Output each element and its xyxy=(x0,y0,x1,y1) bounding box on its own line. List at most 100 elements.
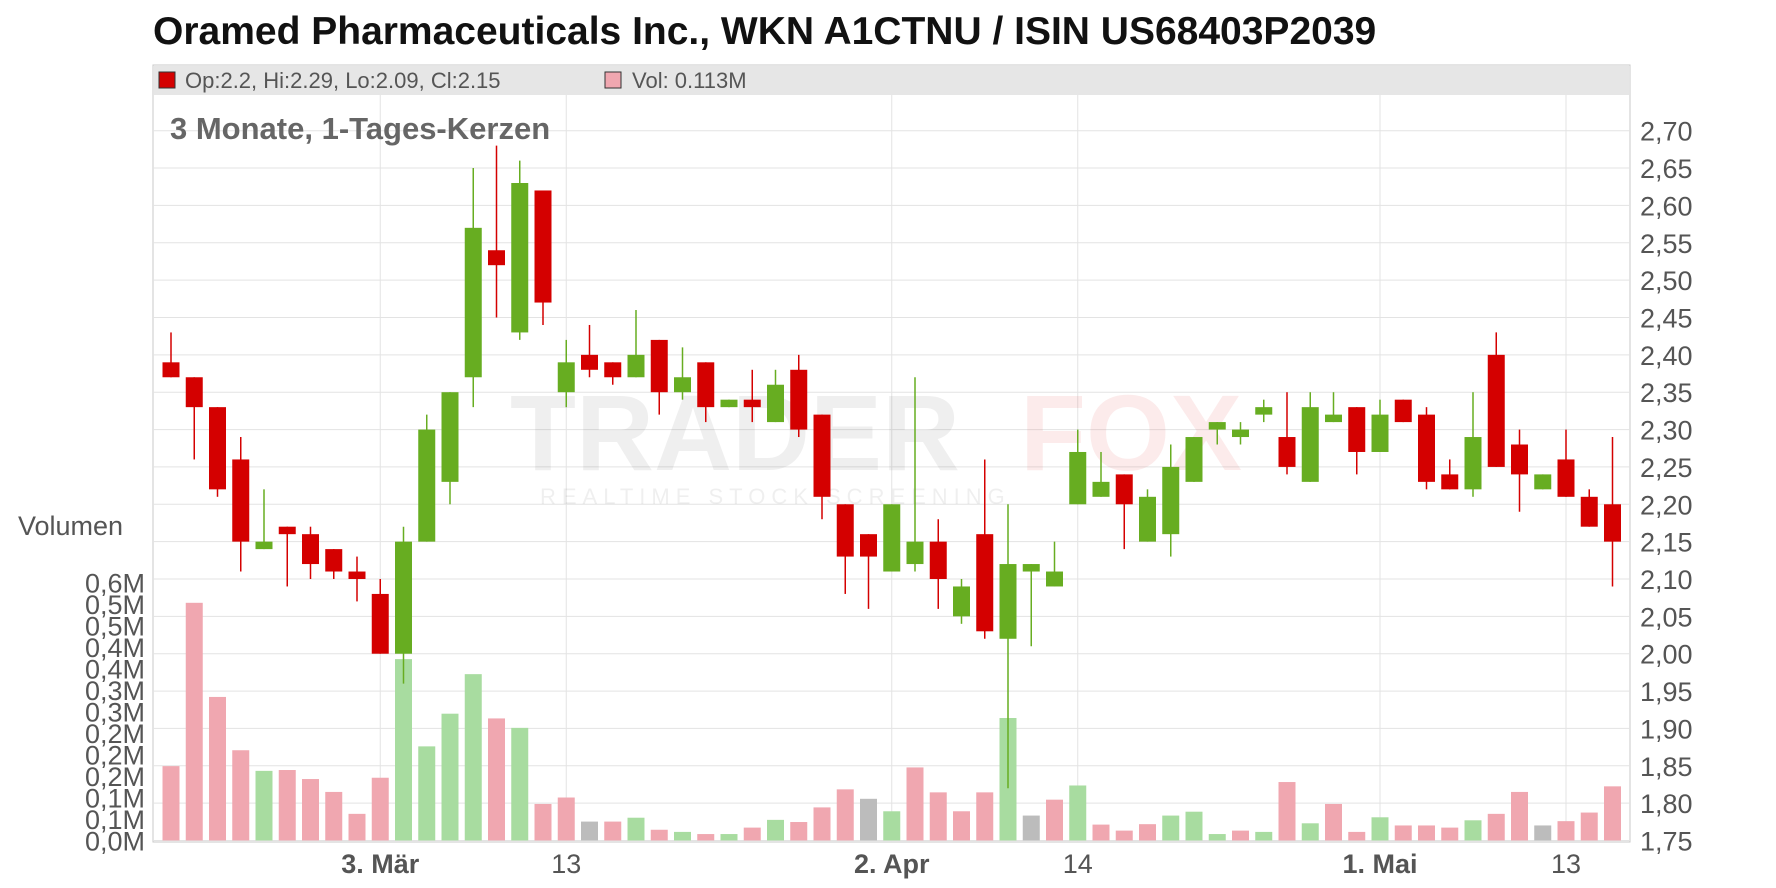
price-tick-label: 2,30 xyxy=(1640,416,1693,446)
price-tick-label: 2,15 xyxy=(1640,528,1693,558)
volume-bar xyxy=(1022,815,1040,841)
candle-body xyxy=(488,250,505,266)
candle xyxy=(1022,564,1040,647)
candle xyxy=(883,504,901,572)
candle xyxy=(1441,459,1459,490)
volume-bar xyxy=(1232,830,1249,841)
volume-bar xyxy=(1580,812,1598,841)
volume-bar xyxy=(1208,834,1226,841)
candle-body xyxy=(581,354,598,370)
volume-bar xyxy=(1046,799,1063,841)
candle-body xyxy=(1418,414,1435,482)
volume-bar xyxy=(743,827,761,841)
volume-bar xyxy=(371,777,389,841)
volume-bar xyxy=(697,834,715,841)
price-tick-label: 1,85 xyxy=(1640,752,1693,782)
volume-bar xyxy=(1418,825,1435,841)
price-tick-label: 2,25 xyxy=(1640,453,1693,483)
volume-bar xyxy=(1092,824,1110,841)
chart-title: Oramed Pharmaceuticals Inc., WKN A1CTNU … xyxy=(153,10,1377,53)
candle-body xyxy=(441,392,459,482)
volume-bar xyxy=(395,659,412,841)
volume-tick-label: 0,6M xyxy=(85,569,145,599)
volume-bar xyxy=(1487,813,1505,841)
price-tick-label: 2,45 xyxy=(1640,303,1693,333)
candle-body xyxy=(464,227,482,378)
candle-body xyxy=(929,541,947,579)
candle-body xyxy=(627,354,645,378)
candle xyxy=(790,354,808,438)
candle-body xyxy=(1232,429,1249,438)
price-tick-label: 2,00 xyxy=(1640,640,1693,670)
price-tick-label: 2,50 xyxy=(1640,266,1693,296)
volume-bar xyxy=(976,792,994,841)
candle-body xyxy=(232,459,250,542)
candle xyxy=(1278,392,1296,475)
candle xyxy=(1115,474,1133,550)
volume-bar xyxy=(767,819,784,841)
volume-bar xyxy=(1115,830,1133,841)
candle-body xyxy=(185,377,203,408)
volume-bar xyxy=(813,807,831,841)
candle-body xyxy=(953,586,970,617)
candle-body xyxy=(1301,407,1319,482)
candle-body xyxy=(906,541,924,565)
volume-tick-label: 0,4M xyxy=(85,633,145,663)
candle xyxy=(1232,422,1249,445)
volume-bar xyxy=(790,822,808,841)
candle-body xyxy=(1139,496,1156,542)
price-tick-label: 1,75 xyxy=(1640,827,1693,857)
candle xyxy=(604,362,622,385)
candle xyxy=(1557,429,1575,497)
candle xyxy=(1464,392,1482,497)
candle-body xyxy=(1022,564,1040,572)
volume-bar xyxy=(488,718,505,841)
volume-bar xyxy=(1255,831,1273,841)
volume-bar xyxy=(255,770,273,841)
candle xyxy=(1046,541,1063,587)
candle xyxy=(767,369,784,423)
candle xyxy=(720,399,738,408)
x-tick-label: 13 xyxy=(1551,849,1581,879)
candle xyxy=(1092,451,1110,497)
candle-body xyxy=(302,534,319,565)
price-axis: 2,70 2,65 2,60 2,55 2,50 2,45 2,40 2,35 2,30 2,25… xyxy=(1640,117,1693,857)
candle-body xyxy=(278,526,296,535)
candle-body xyxy=(1092,481,1110,497)
candle xyxy=(1534,474,1552,490)
price-tick-label: 1,80 xyxy=(1640,789,1693,819)
volume-bar xyxy=(1348,831,1366,841)
volume-bar xyxy=(1139,824,1156,841)
candle-body xyxy=(674,377,691,393)
candle xyxy=(278,526,296,587)
candle xyxy=(999,504,1017,789)
candle-body xyxy=(1046,571,1063,587)
candle-body xyxy=(511,183,529,333)
candle-body xyxy=(720,399,738,408)
candle-body xyxy=(557,362,575,393)
candle xyxy=(1301,392,1319,482)
price-tick-label: 2,20 xyxy=(1640,490,1693,520)
volume-bar xyxy=(650,829,668,841)
legend: Op:2.2, Hi:2.29, Lo:2.09, Cl:2.15 Vol: 0… xyxy=(158,68,747,93)
volume-bar xyxy=(1441,827,1459,841)
candle-body xyxy=(1348,407,1366,452)
candle-body xyxy=(1115,474,1133,505)
volume-bar xyxy=(464,674,482,841)
legend-ohlc-swatch xyxy=(158,71,176,89)
candle xyxy=(1139,489,1156,542)
candle xyxy=(232,437,250,572)
candle xyxy=(209,407,226,497)
volume-bar xyxy=(720,834,738,841)
candle xyxy=(650,339,668,415)
volume-bar xyxy=(1371,817,1389,841)
volume-bar xyxy=(836,789,854,841)
volume-bar xyxy=(185,602,203,841)
candle-body xyxy=(1487,354,1505,467)
x-tick-label: 13 xyxy=(551,849,581,879)
x-tick-label: 14 xyxy=(1063,849,1093,879)
candle xyxy=(1162,444,1180,557)
volume-tick-label: 0,1M xyxy=(85,805,145,835)
volume-bar xyxy=(1511,791,1528,841)
